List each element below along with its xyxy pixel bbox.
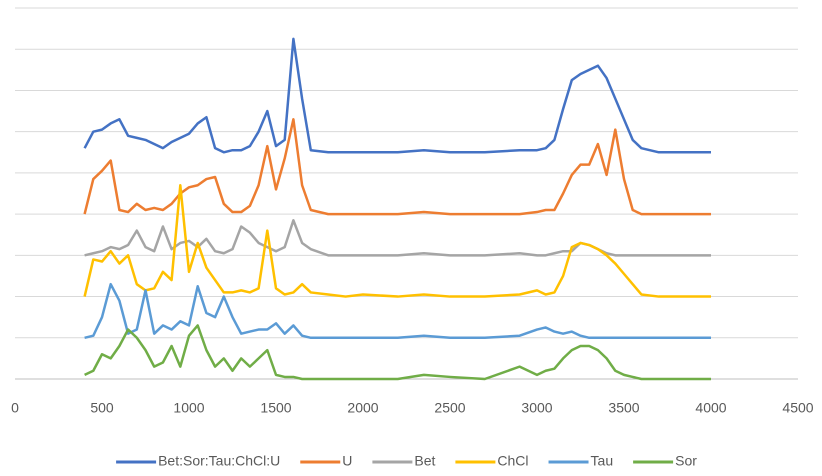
series-line bbox=[84, 282, 711, 340]
series-line bbox=[84, 324, 711, 381]
x-tick-label: 2000 bbox=[347, 400, 378, 416]
series-line bbox=[84, 219, 711, 257]
legend-label: Tau bbox=[591, 453, 614, 469]
x-tick-label: 500 bbox=[90, 400, 114, 416]
legend-label: Bet:Sor:Tau:ChCl:U bbox=[158, 453, 280, 469]
series-line bbox=[83, 184, 711, 298]
x-tick-label: 3500 bbox=[608, 400, 639, 416]
x-tick-label: 0 bbox=[11, 400, 19, 416]
legend: Bet:Sor:Tau:ChCl:U U Bet ChCl Tau Sor bbox=[116, 453, 697, 469]
x-tick-label: 4500 bbox=[782, 400, 813, 416]
series-line bbox=[83, 37, 711, 154]
x-tick-label: 1000 bbox=[173, 400, 204, 416]
x-tick-label: 1500 bbox=[260, 400, 291, 416]
series-line bbox=[83, 118, 711, 216]
legend-label: Sor bbox=[675, 453, 697, 469]
legend-label: Bet bbox=[414, 453, 435, 469]
legend-label: U bbox=[342, 453, 352, 469]
x-tick-label: 3000 bbox=[521, 400, 552, 416]
x-tick-label: 4000 bbox=[695, 400, 726, 416]
x-tick-label: 2500 bbox=[434, 400, 465, 416]
legend-label: ChCl bbox=[497, 453, 528, 469]
